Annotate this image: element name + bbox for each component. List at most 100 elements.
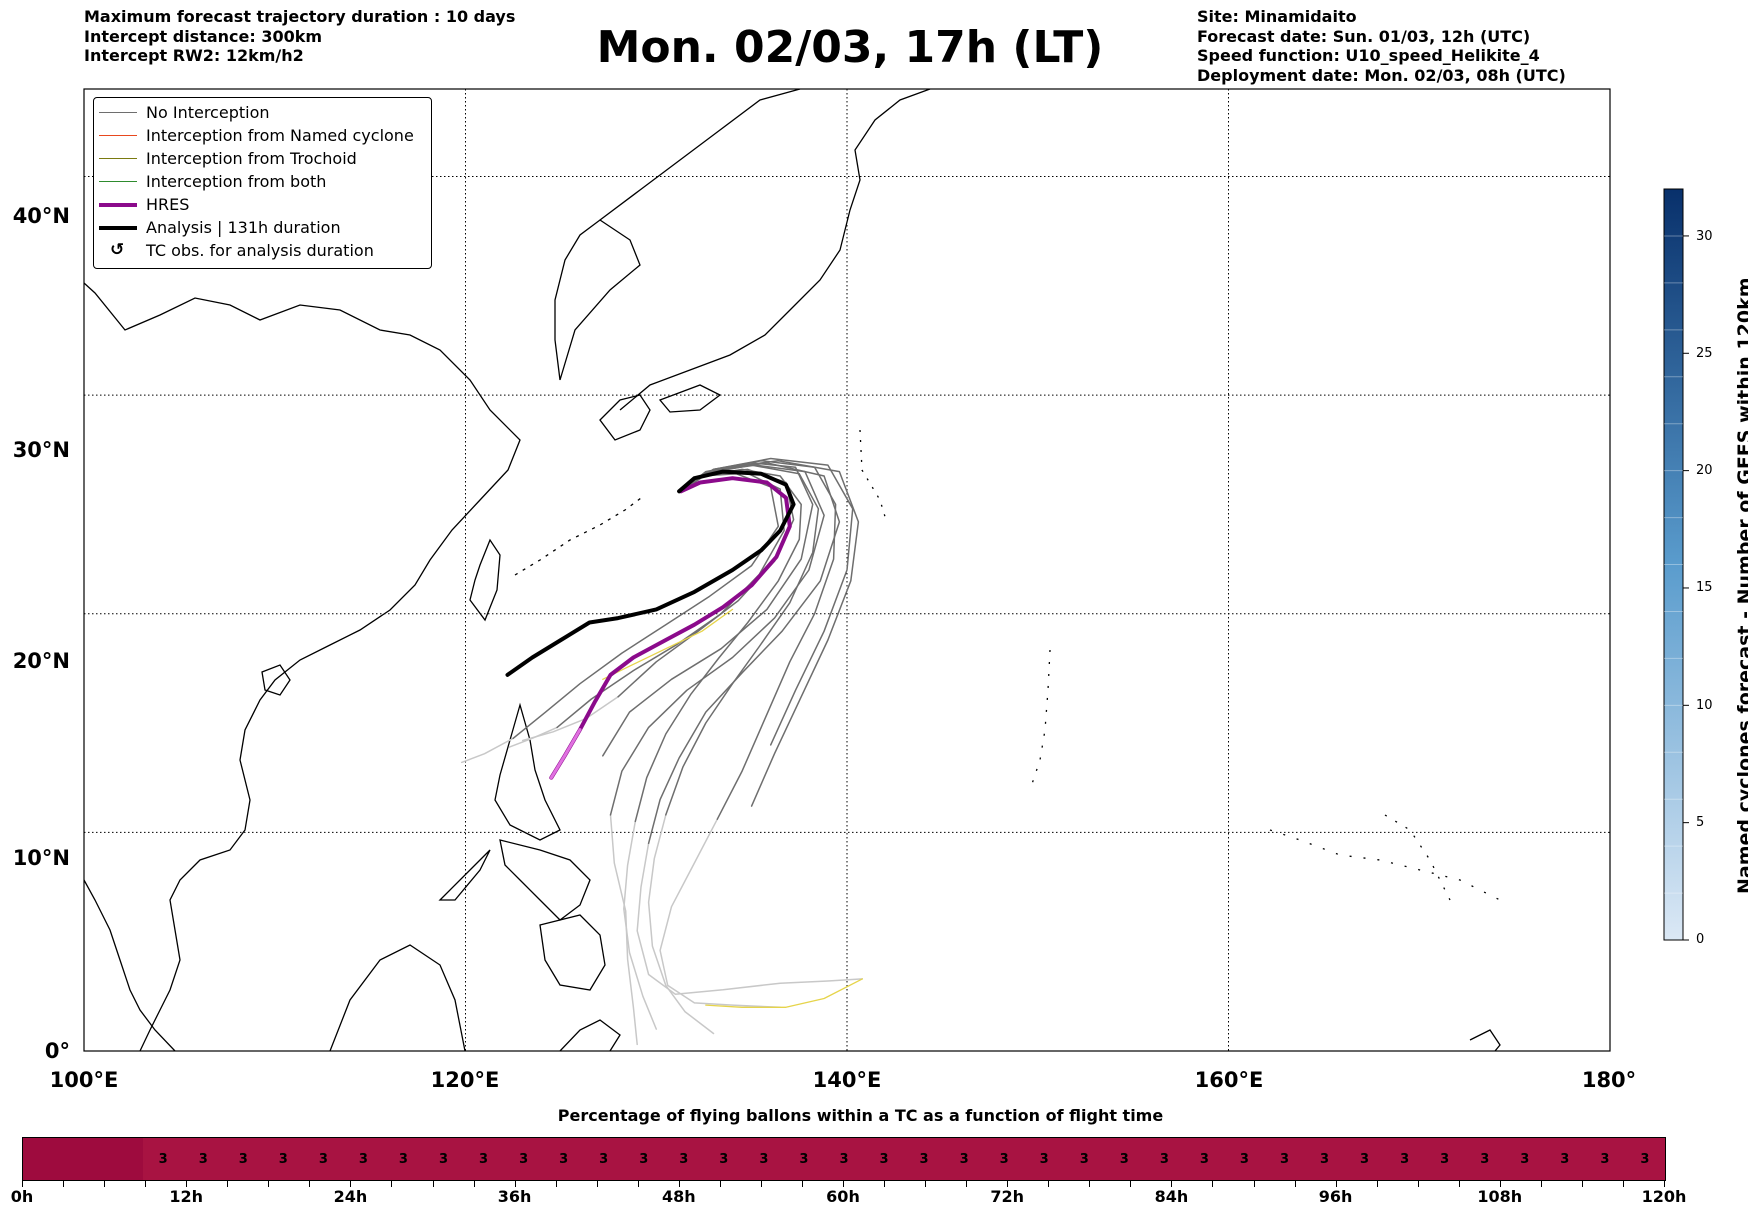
bar-tick-mark: [104, 1181, 106, 1187]
lat-label-30n: 30°N: [12, 438, 70, 462]
deployment-date-text: Deployment date: Mon. 02/03, 08h (UTC): [1197, 65, 1566, 85]
trochoid-track: [705, 978, 863, 1008]
bar-tick-mark: [760, 1181, 762, 1187]
bar-tick-mark: [1499, 1181, 1501, 1187]
bar-cell: 3: [1304, 1138, 1345, 1180]
bar-tick-mark: [1335, 1181, 1337, 1187]
bar-cell: 3: [863, 1138, 905, 1180]
bar-cell: 3: [223, 1138, 264, 1180]
coast-luzon: [494, 702, 561, 841]
ensemble-track-late: [609, 814, 638, 1046]
bar-cell: 3: [703, 1138, 744, 1180]
legend-label: No Interception: [146, 103, 270, 122]
map-legend: No Interception Interception from Named …: [93, 97, 432, 269]
bar-tick-label: 60h: [826, 1187, 860, 1206]
bar-cell: 3: [463, 1138, 504, 1180]
intercept-rw2-text: Intercept RW2: 12km/h2: [84, 46, 304, 65]
bar-cell: 3: [183, 1138, 224, 1180]
bar-cell: 3: [343, 1138, 384, 1180]
colorbar-tick-30: 30: [1696, 229, 1713, 244]
bar-tick-mark: [1048, 1181, 1050, 1187]
bar-cell: 3: [743, 1138, 784, 1180]
coast-visayas: [499, 839, 591, 921]
site-info: Site: Minamidaito Forecast date: Sun. 01…: [1197, 7, 1566, 85]
cyclone-icon: ↺: [110, 240, 125, 260]
bar-tick-mark: [1540, 1181, 1542, 1187]
bar-tick-mark: [719, 1181, 721, 1187]
lon-label-160e: 160°E: [1194, 1068, 1264, 1092]
bar-cell: 3: [1104, 1138, 1145, 1180]
bar-cell: 3: [1024, 1138, 1065, 1180]
bar-cell: 3: [263, 1138, 304, 1180]
colorbar-ticks: [1664, 235, 1689, 941]
legend-swatch-olive: [99, 158, 137, 159]
colorbar-tick-25: 25: [1696, 346, 1713, 361]
colorbar: [1663, 188, 1689, 941]
bar-tick-mark: [1130, 1181, 1132, 1187]
bar-cell: 3: [823, 1138, 864, 1180]
coast-izu-bonin: [859, 429, 887, 521]
analysis-track: [505, 469, 796, 677]
coast-palawan: [438, 849, 491, 901]
hres-track: [549, 476, 792, 780]
trajectory-tracks: [460, 457, 864, 1046]
bar-cell: 3: [1624, 1138, 1665, 1180]
bar-tick-mark: [1458, 1181, 1460, 1187]
bar-tick-mark: [637, 1181, 639, 1187]
bar-tick-mark: [1581, 1181, 1583, 1187]
ensemble-track-late: [659, 818, 781, 1009]
bar-cell: 3: [383, 1138, 424, 1180]
coast-sulawesi: [559, 1019, 621, 1051]
bar-cell: 3: [984, 1138, 1025, 1180]
bar-tick-mark: [678, 1181, 680, 1187]
coast-japan-kyushu: [599, 394, 651, 441]
coast-borneo: [329, 944, 466, 1051]
bar-tick-mark: [268, 1181, 270, 1187]
legend-item-trochoid: Interception from Trochoid: [94, 148, 431, 171]
bar-cell: 3: [1504, 1138, 1545, 1180]
bar-tick-label: 108h: [1477, 1187, 1523, 1206]
ensemble-track-late: [460, 737, 514, 764]
forecast-date-text: Forecast date: Sun. 01/03, 12h (UTC): [1197, 26, 1531, 46]
bar-tick-mark: [227, 1181, 229, 1187]
bar-tick-mark: [514, 1181, 516, 1187]
bar-tick-label: 0h: [10, 1187, 34, 1206]
coast-indochina: [84, 879, 176, 1051]
intercept-distance-text: Intercept distance: 300km: [84, 26, 323, 46]
lat-label-20n: 20°N: [12, 649, 70, 673]
coast-asia-mainland: [84, 282, 521, 1051]
bar-tick-mark: [350, 1181, 352, 1187]
bar-cell: 3: [663, 1138, 704, 1180]
coast-hainan: [261, 664, 291, 696]
bar-cell: 3: [543, 1138, 584, 1180]
bar-tick-mark: [1622, 1181, 1624, 1187]
coast-china-north: [599, 89, 801, 221]
coast-ryukyu: [514, 494, 646, 576]
colorbar-title: Named cyclones forecast - Number of GEFS…: [1734, 277, 1748, 894]
ensemble-track: [512, 473, 780, 740]
legend-label: Interception from Trochoid: [146, 149, 357, 168]
bar-cell: 3: [1584, 1138, 1625, 1180]
ensemble-track: [609, 464, 825, 816]
bar-tick-mark: [186, 1181, 188, 1187]
hres-track-start: [549, 728, 582, 780]
bar-cell: 3: [1184, 1138, 1225, 1180]
bar-tick-mark: [22, 1181, 23, 1187]
bar-tick-mark: [473, 1181, 475, 1187]
coast-marianas: [1029, 649, 1051, 791]
bar-tick-mark: [1417, 1181, 1419, 1187]
bar-tick-label: 12h: [169, 1187, 204, 1206]
lon-label-180: 180°: [1581, 1068, 1637, 1092]
bar-tick-mark: [1294, 1181, 1296, 1187]
bar-tick-mark: [925, 1181, 927, 1187]
bar-tick-label: 48h: [661, 1187, 696, 1206]
legend-item-no-interception: No Interception: [94, 102, 431, 125]
bar-tick-mark: [63, 1181, 65, 1187]
lon-label-140e: 140°E: [812, 1068, 882, 1092]
bar-cell: 3: [1344, 1138, 1385, 1180]
legend-swatch-purple: [99, 203, 137, 207]
bar-tick-label: 120h: [1641, 1187, 1687, 1206]
bar-tick-mark: [1212, 1181, 1214, 1187]
legend-label: HRES: [146, 195, 190, 214]
